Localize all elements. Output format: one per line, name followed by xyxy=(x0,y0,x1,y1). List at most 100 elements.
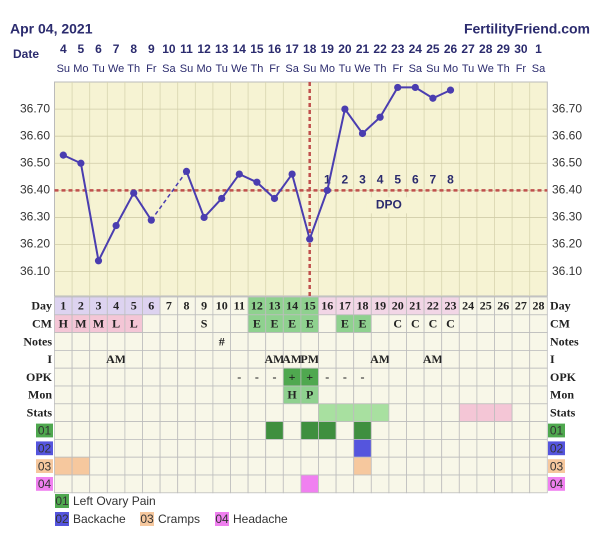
table-cell xyxy=(370,385,390,405)
cell-text: - xyxy=(343,370,347,384)
table-cell xyxy=(159,474,179,494)
table-cell xyxy=(476,385,495,405)
table-cell xyxy=(71,349,91,369)
table-cell xyxy=(142,367,161,387)
table-cell xyxy=(124,474,143,494)
table-cell xyxy=(177,349,196,369)
row-label: 04 xyxy=(38,477,52,491)
temperature-point xyxy=(270,194,279,203)
cell-text: E xyxy=(270,316,278,330)
table-cell xyxy=(318,349,337,369)
temperature-point xyxy=(323,186,331,194)
table-cell xyxy=(124,385,143,405)
table-cell xyxy=(441,349,460,369)
row-label-right: CM xyxy=(550,316,570,330)
table-cell xyxy=(124,332,143,351)
row-label-box xyxy=(36,423,53,438)
table-cell xyxy=(247,385,267,405)
cell-text: 10 xyxy=(216,299,228,313)
table-cell xyxy=(124,456,143,476)
table-cell xyxy=(335,421,355,440)
table-cell xyxy=(212,367,231,387)
table-cell xyxy=(54,456,73,476)
y-tick-label: 36.30 xyxy=(20,210,50,224)
table-cell xyxy=(388,403,407,422)
table-cell xyxy=(212,403,231,422)
site-name: FertilityFriend.com xyxy=(464,21,590,37)
cell-text: 28 xyxy=(533,299,545,313)
table-cell xyxy=(406,421,425,440)
table-cell xyxy=(494,438,513,458)
legend-code: 01 xyxy=(55,494,69,508)
table-cell xyxy=(71,367,91,387)
table-cell xyxy=(494,403,513,422)
table-cell xyxy=(159,385,179,405)
temperature-point xyxy=(218,194,226,203)
table-cell xyxy=(335,438,355,458)
table-cell xyxy=(511,456,531,476)
table-cell xyxy=(230,314,249,333)
table-cell xyxy=(247,438,267,458)
table-cell xyxy=(89,367,108,387)
date-label: 7 xyxy=(113,42,120,56)
table-cell xyxy=(511,349,531,369)
table-cell xyxy=(406,332,425,351)
cell-text: 9 xyxy=(201,299,207,313)
y-tick-label-right: 36.40 xyxy=(552,183,582,197)
weekday-label: Su xyxy=(180,63,193,75)
row-label-right: I xyxy=(550,352,555,366)
row-label: OPK xyxy=(26,370,53,384)
table-cell xyxy=(423,332,443,351)
date-label: 23 xyxy=(391,42,405,56)
table-cell xyxy=(124,349,143,369)
table-cell xyxy=(142,474,161,494)
legend-text: Left Ovary Pain xyxy=(73,494,156,508)
legend-swatch xyxy=(215,512,229,526)
row-label-right: 04 xyxy=(550,477,564,491)
dpo-label: 1 xyxy=(324,173,331,187)
weekday-label: We xyxy=(478,63,494,75)
cell-text: 21 xyxy=(409,299,421,313)
dpo-label: 4 xyxy=(377,173,384,187)
cell-text: S xyxy=(201,316,208,330)
table-cell xyxy=(318,474,337,494)
table-cell xyxy=(230,403,249,422)
table-cell xyxy=(441,332,460,351)
temperature-point xyxy=(147,216,155,224)
cell-text: + xyxy=(289,370,296,384)
cell-text: - xyxy=(237,370,241,384)
table-cell xyxy=(106,403,126,422)
table-cell xyxy=(265,385,284,405)
cell-text: P xyxy=(306,388,313,402)
table-cell xyxy=(89,456,108,476)
row-label-box xyxy=(36,459,53,473)
table-cell xyxy=(194,403,214,422)
cell-text: C xyxy=(393,316,402,330)
cell-text: E xyxy=(358,316,366,330)
table-cell xyxy=(282,403,302,422)
table-cell xyxy=(511,332,531,351)
table-cell xyxy=(406,438,425,458)
cell-text: 2 xyxy=(78,299,84,313)
table-cell xyxy=(89,421,108,440)
temperature-point xyxy=(130,189,138,197)
date-label: 21 xyxy=(356,42,370,56)
table-cell xyxy=(230,332,249,351)
table-cell xyxy=(423,438,443,458)
table-cell xyxy=(423,474,443,494)
table-cell xyxy=(54,349,73,369)
table-cell xyxy=(54,367,73,387)
table-cell xyxy=(494,421,513,440)
table-cell xyxy=(177,332,196,351)
date-label: 6 xyxy=(95,42,102,56)
weekday-label: We xyxy=(354,63,370,75)
date-label: 9 xyxy=(148,42,155,56)
temperature-point xyxy=(394,83,402,92)
dpo-box xyxy=(366,197,411,214)
table-cell xyxy=(458,385,478,405)
table-cell xyxy=(494,367,513,387)
table-cell xyxy=(458,421,478,440)
weekday-label: Fr xyxy=(146,63,157,75)
table-cell xyxy=(300,438,319,458)
